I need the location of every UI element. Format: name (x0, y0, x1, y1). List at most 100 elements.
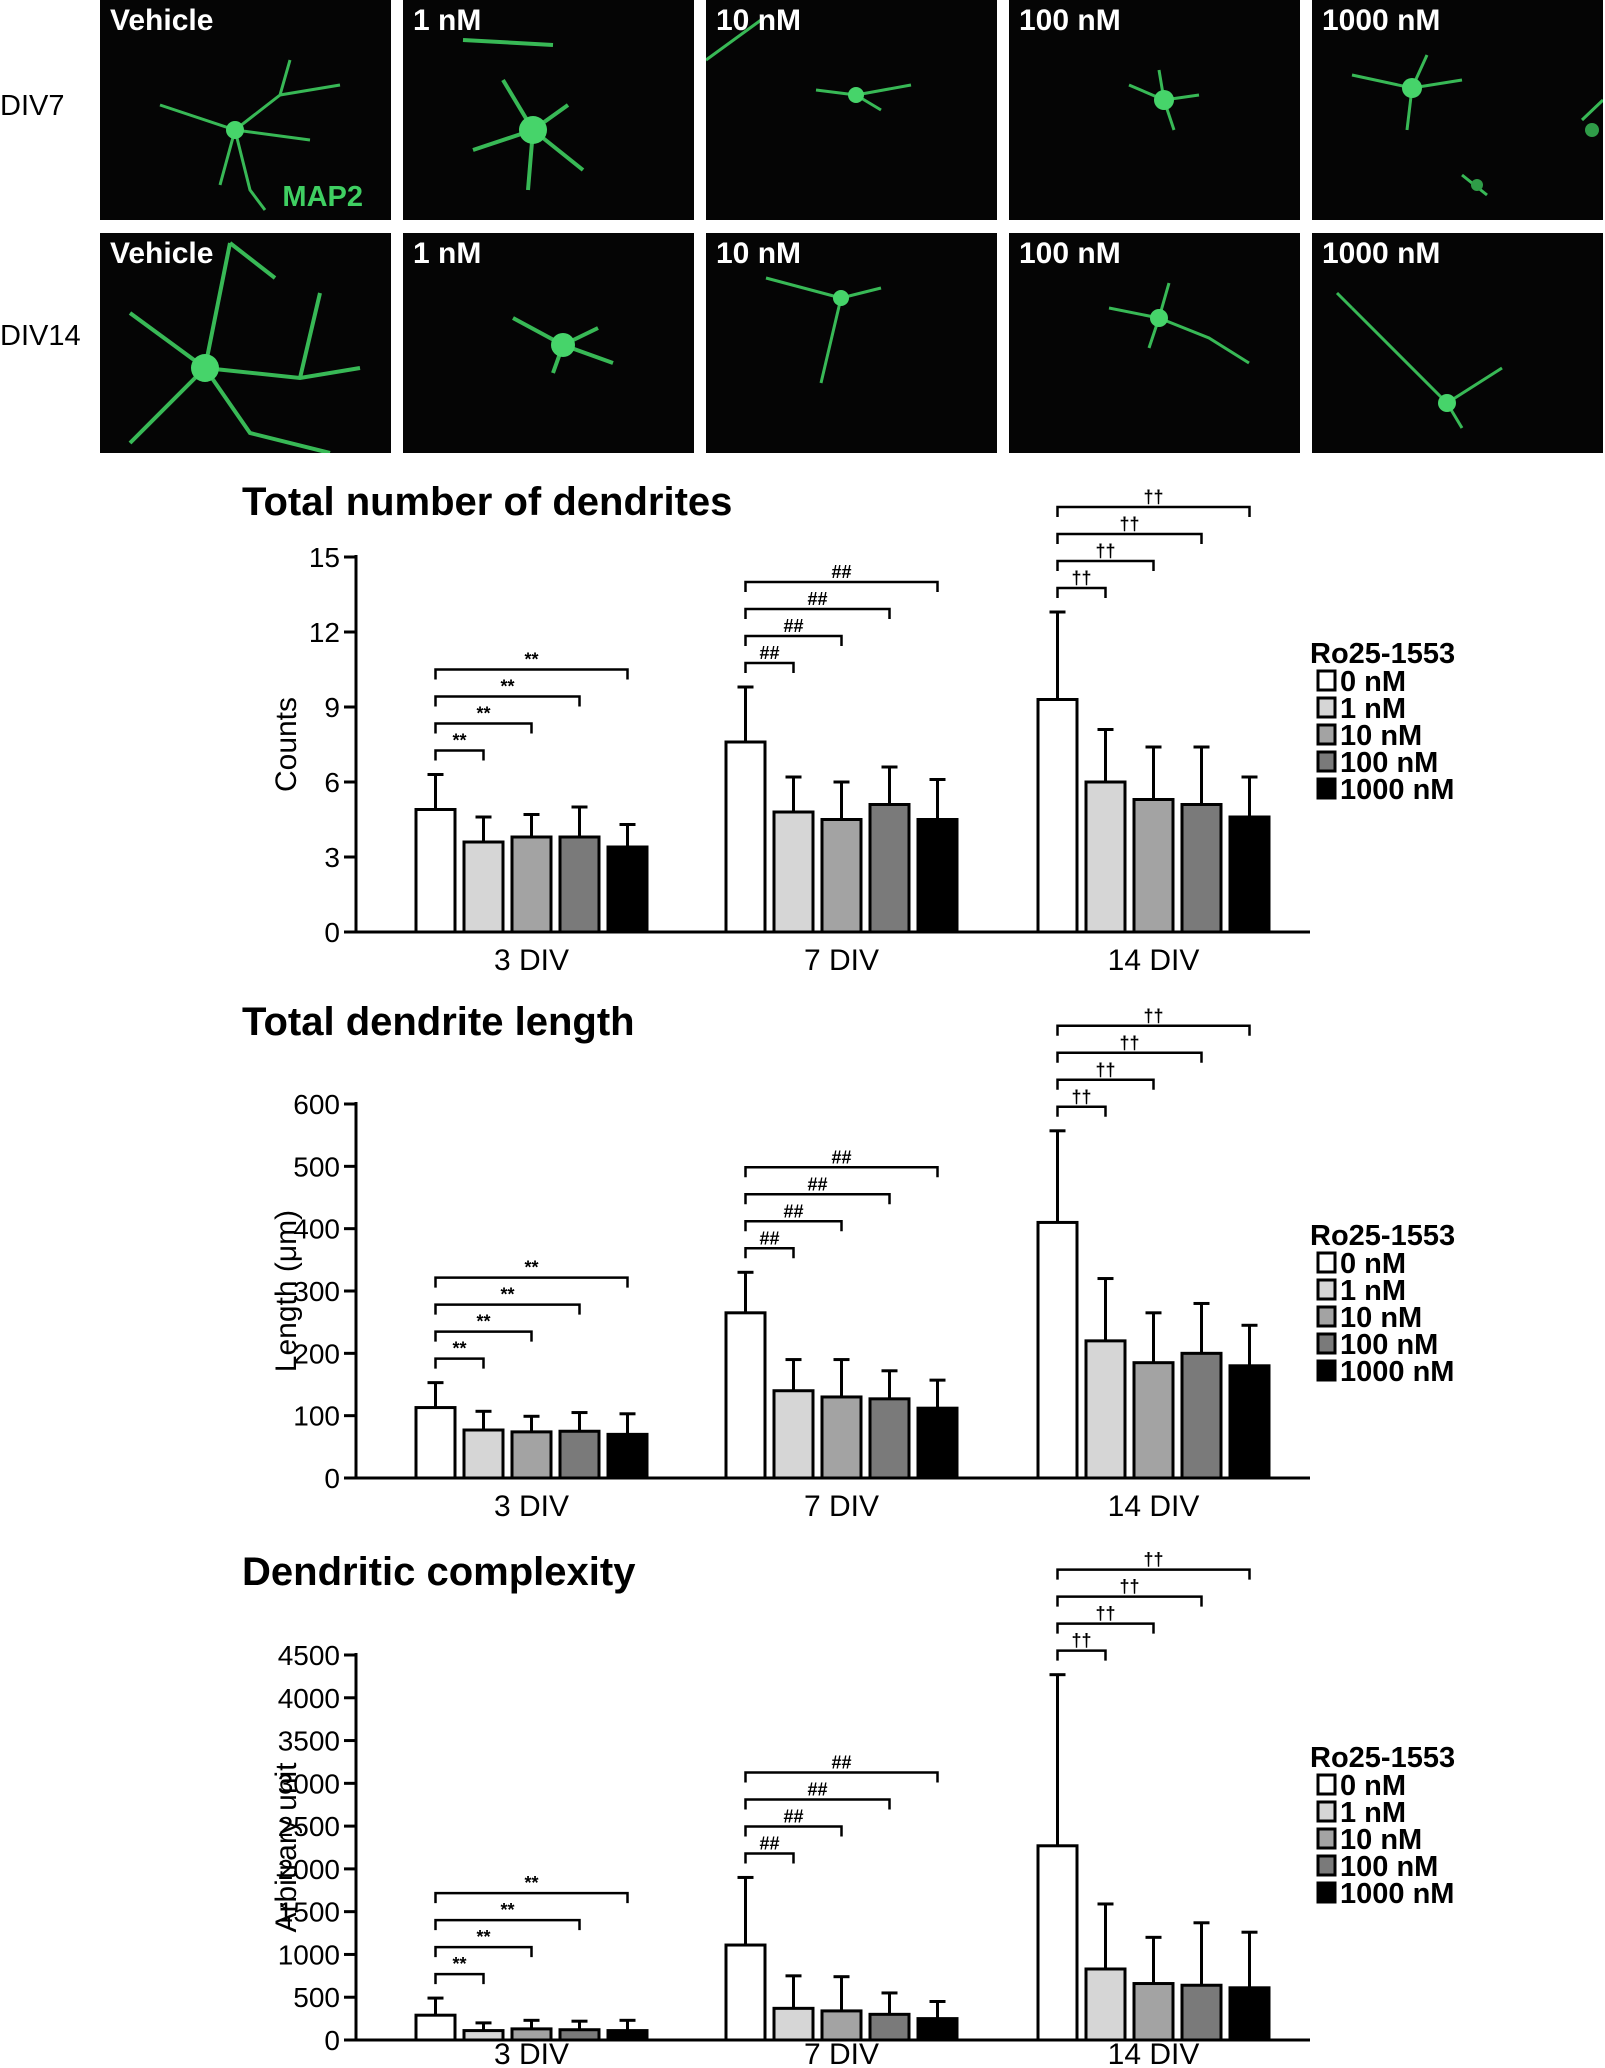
significance-bracket (744, 1166, 939, 1178)
chart-title: Total number of dendrites (242, 480, 733, 524)
significance-bracket (1056, 1649, 1107, 1661)
significance-marker: ** (524, 1258, 538, 1278)
bar (1180, 803, 1223, 934)
significance-bracket (744, 1771, 939, 1783)
bar (1228, 1364, 1271, 1480)
significance-marker: ** (476, 704, 490, 724)
bar (1228, 815, 1271, 934)
bar (1036, 1844, 1079, 2042)
x-tick-label: 3 DIV (494, 1490, 569, 1523)
significance-bracket (744, 580, 939, 592)
significance-bracket (434, 695, 581, 707)
y-tick-label: 500 (293, 1982, 340, 2013)
legend-label: 10 nM (1340, 1302, 1422, 1334)
significance-marker: †† (1143, 487, 1163, 507)
legend-label: 10 nM (1340, 1824, 1422, 1856)
legend-label: 0 nM (1340, 1248, 1406, 1280)
legend-swatch (1316, 1800, 1337, 1823)
chart-title: Total dendrite length (242, 1000, 635, 1044)
bar (414, 808, 457, 934)
micrograph-div7-vehicle: Vehicle MAP2 (100, 0, 391, 220)
x-tick-label: 7 DIV (804, 944, 879, 977)
chart-dendrite-length: Total dendrite length 0 100 200 300 400 500 60… (0, 1000, 1605, 1540)
y-axis-label: Counts (270, 697, 303, 792)
significance-bracket (744, 1798, 891, 1810)
bar (1036, 698, 1079, 934)
legend-swatch (1316, 1332, 1337, 1355)
micrograph-div7-10nm: 10 nM (706, 0, 997, 220)
significance-bracket (1056, 532, 1203, 544)
significance-bracket (434, 668, 629, 680)
significance-marker: †† (1119, 514, 1139, 534)
y-axis-label: Length (μm) (270, 1210, 303, 1372)
y-axis-label: Arbitrary unit (270, 1762, 303, 1933)
significance-marker: ## (759, 1833, 779, 1853)
significance-bracket (1056, 1024, 1251, 1036)
panel-caption: 10 nM (716, 237, 802, 270)
significance-bracket (1056, 1568, 1251, 1580)
bar (820, 1395, 863, 1480)
micrograph-div14-vehicle: Vehicle (100, 233, 391, 453)
bar (558, 2028, 601, 2042)
significance-marker: ## (783, 1201, 803, 1221)
significance-bracket (1056, 559, 1155, 571)
neuron-image (1351, 54, 1603, 197)
significance-bracket (744, 634, 843, 646)
bar (868, 2012, 911, 2042)
significance-bracket (434, 1276, 629, 1288)
significance-marker: ## (759, 643, 779, 663)
significance-marker: ## (807, 589, 827, 609)
significance-bracket (434, 1945, 533, 1958)
bar (916, 818, 959, 934)
panel-caption: 10 nM (716, 4, 802, 37)
significance-marker: †† (1119, 1033, 1139, 1053)
significance-marker: ** (500, 1285, 514, 1305)
legend-swatch (1316, 696, 1337, 719)
legend-label: 1000 nM (1340, 774, 1454, 806)
bar (868, 803, 911, 934)
bar (1180, 1983, 1223, 2042)
chart-svg: 0 500 1000 1500 2000 2500 3000 3500 4000 4500 Arbi… (270, 1550, 1455, 2068)
legend-swatch (1316, 1827, 1337, 1850)
micrograph-div7-1nm: 1 nM (403, 0, 694, 220)
bar (1084, 1967, 1127, 2042)
significance-bracket (744, 1852, 795, 1864)
legend-swatch (1316, 1305, 1337, 1328)
significance-marker: ## (783, 616, 803, 636)
y-tick-label: 3000 (278, 1768, 340, 1799)
bar (1036, 1220, 1079, 1480)
bar (724, 1311, 767, 1480)
significance-bracket (434, 1303, 581, 1315)
legend-swatch (1316, 1881, 1337, 1904)
micrograph-grid: DIV7 DIV14 Vehicle MAP2 1 nM (0, 0, 1605, 460)
legend-swatch (1316, 1278, 1337, 1301)
bar (1132, 1982, 1175, 2042)
panel-caption: 1000 nM (1322, 4, 1441, 37)
legend-label: 1000 nM (1340, 1878, 1454, 1910)
significance-bracket (1056, 586, 1107, 598)
bar (510, 2027, 553, 2042)
bar (916, 1406, 959, 1480)
micrograph-div14-1000nm: 1000 nM (1312, 233, 1603, 453)
stain-label-map2: MAP2 (282, 181, 363, 213)
bar (1132, 798, 1175, 934)
significance-bracket (1056, 1595, 1203, 1607)
x-tick-label: 3 DIV (494, 944, 569, 977)
significance-bracket (744, 1193, 891, 1205)
significance-marker: ## (759, 1228, 779, 1248)
bar (1228, 1986, 1271, 2042)
significance-bracket (744, 661, 795, 673)
significance-bracket (434, 1972, 485, 1985)
x-tick-label: 14 DIV (1108, 1490, 1200, 1523)
x-tick-label: 14 DIV (1108, 2038, 1200, 2068)
bar (414, 2013, 457, 2042)
legend-label: 0 nM (1340, 666, 1406, 698)
significance-marker: ** (524, 650, 538, 670)
significance-marker: ## (831, 1752, 851, 1772)
micrograph-div14-10nm: 10 nM (706, 233, 997, 453)
y-tick-label: 6 (324, 767, 340, 798)
legend-swatch (1316, 1359, 1337, 1382)
bar (724, 740, 767, 934)
bar (510, 1430, 553, 1480)
neuron-image (765, 276, 882, 384)
